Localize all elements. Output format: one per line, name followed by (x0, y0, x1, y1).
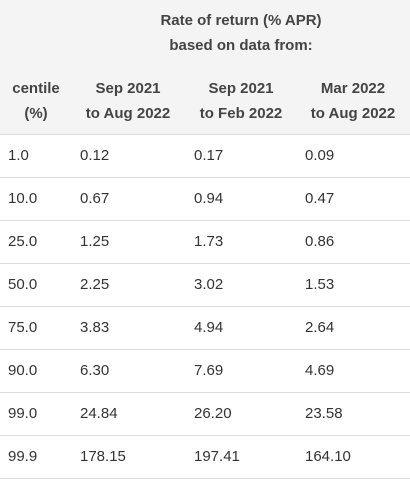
table-cell: 25.0 (8, 233, 38, 250)
table-cell: 75.0 (8, 319, 38, 336)
table-cell: 6.30 (80, 362, 110, 379)
table-cell: 4.94 (194, 319, 224, 336)
column-header: to Feb 2022 (199, 105, 283, 122)
table-cell: 50.0 (8, 276, 38, 293)
table-cell: 0.47 (305, 190, 335, 207)
column-header: Sep 2021 (95, 80, 161, 97)
table-cell: 3.02 (194, 276, 224, 293)
group-header: based on data from: (169, 37, 313, 54)
table-row (0, 178, 410, 221)
group-header: Rate of return (% APR) (160, 12, 322, 29)
table-cell: 1.25 (80, 233, 110, 250)
table-row (0, 393, 410, 436)
table-cell: 7.69 (194, 362, 224, 379)
table-row (0, 135, 410, 178)
table-cell: 4.69 (305, 362, 335, 379)
table-row (0, 350, 410, 393)
column-header: to Aug 2022 (85, 105, 171, 122)
table-cell: 2.25 (80, 276, 110, 293)
table-cell: 164.10 (305, 448, 351, 465)
column-header: to Aug 2022 (310, 105, 396, 122)
table-row (0, 307, 410, 350)
table-row (0, 221, 410, 264)
column-header: Sep 2021 (208, 80, 274, 97)
table-cell: 0.12 (80, 147, 110, 164)
table-cell: 3.83 (80, 319, 110, 336)
table-cell: 1.0 (8, 147, 29, 164)
table-cell: 23.58 (305, 405, 343, 422)
column-header: centile (12, 80, 60, 97)
column-header: Mar 2022 (320, 80, 386, 97)
table-cell: 26.20 (194, 405, 232, 422)
table-cell: 0.86 (305, 233, 335, 250)
table-cell: 24.84 (80, 405, 118, 422)
table-row (0, 264, 410, 307)
table-cell: 0.94 (194, 190, 224, 207)
table-cell: 1.73 (194, 233, 224, 250)
table-cell: 99.9 (8, 448, 38, 465)
table-cell: 178.15 (80, 448, 126, 465)
table-cell: 0.67 (80, 190, 110, 207)
table-cell: 0.09 (305, 147, 335, 164)
column-header: (%) (24, 105, 48, 122)
table-cell: 99.0 (8, 405, 38, 422)
table-header (0, 0, 410, 135)
table-cell: 0.17 (194, 147, 224, 164)
table-cell: 1.53 (305, 276, 335, 293)
table-cell: 90.0 (8, 362, 38, 379)
table-cell: 2.64 (305, 319, 335, 336)
table-cell: 197.41 (194, 448, 240, 465)
table-cell: 10.0 (8, 190, 38, 207)
